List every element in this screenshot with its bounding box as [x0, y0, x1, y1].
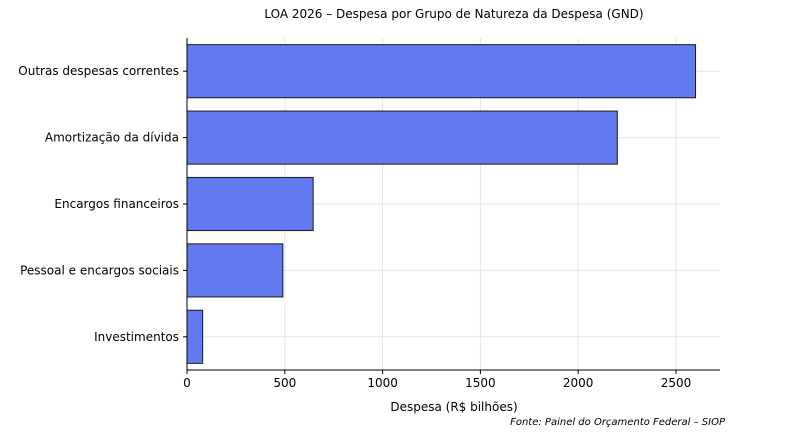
- bar: [186, 176, 314, 232]
- source-note: Fonte: Painel do Orçamento Federal – SIO…: [510, 417, 726, 428]
- x-ticks: 0 500 1000 1500 2000 2500: [183, 370, 691, 390]
- x-tick-label: 1500: [465, 376, 496, 390]
- x-axis-label: Despesa (R$ bilhões): [390, 400, 517, 414]
- bar: [186, 309, 204, 364]
- x-tick-label: 1000: [367, 376, 398, 390]
- bar: [186, 44, 697, 99]
- bar: [186, 110, 618, 165]
- y-ticks: Outras despesas correntes Amortização da …: [18, 64, 187, 344]
- category-label: Investimentos: [94, 330, 179, 344]
- bar: [186, 243, 284, 298]
- category-label: Outras despesas correntes: [18, 64, 179, 78]
- x-tick-label: 0: [183, 376, 191, 390]
- category-label: Encargos financeiros: [54, 197, 179, 211]
- x-tick-label: 2500: [661, 376, 692, 390]
- x-tick-label: 2000: [563, 376, 594, 390]
- category-label: Pessoal e encargos sociais: [20, 263, 179, 277]
- category-label: Amortização da dívida: [45, 131, 179, 145]
- x-tick-label: 500: [273, 376, 296, 390]
- chart-title: LOA 2026 – Despesa por Grupo de Natureza…: [264, 7, 643, 21]
